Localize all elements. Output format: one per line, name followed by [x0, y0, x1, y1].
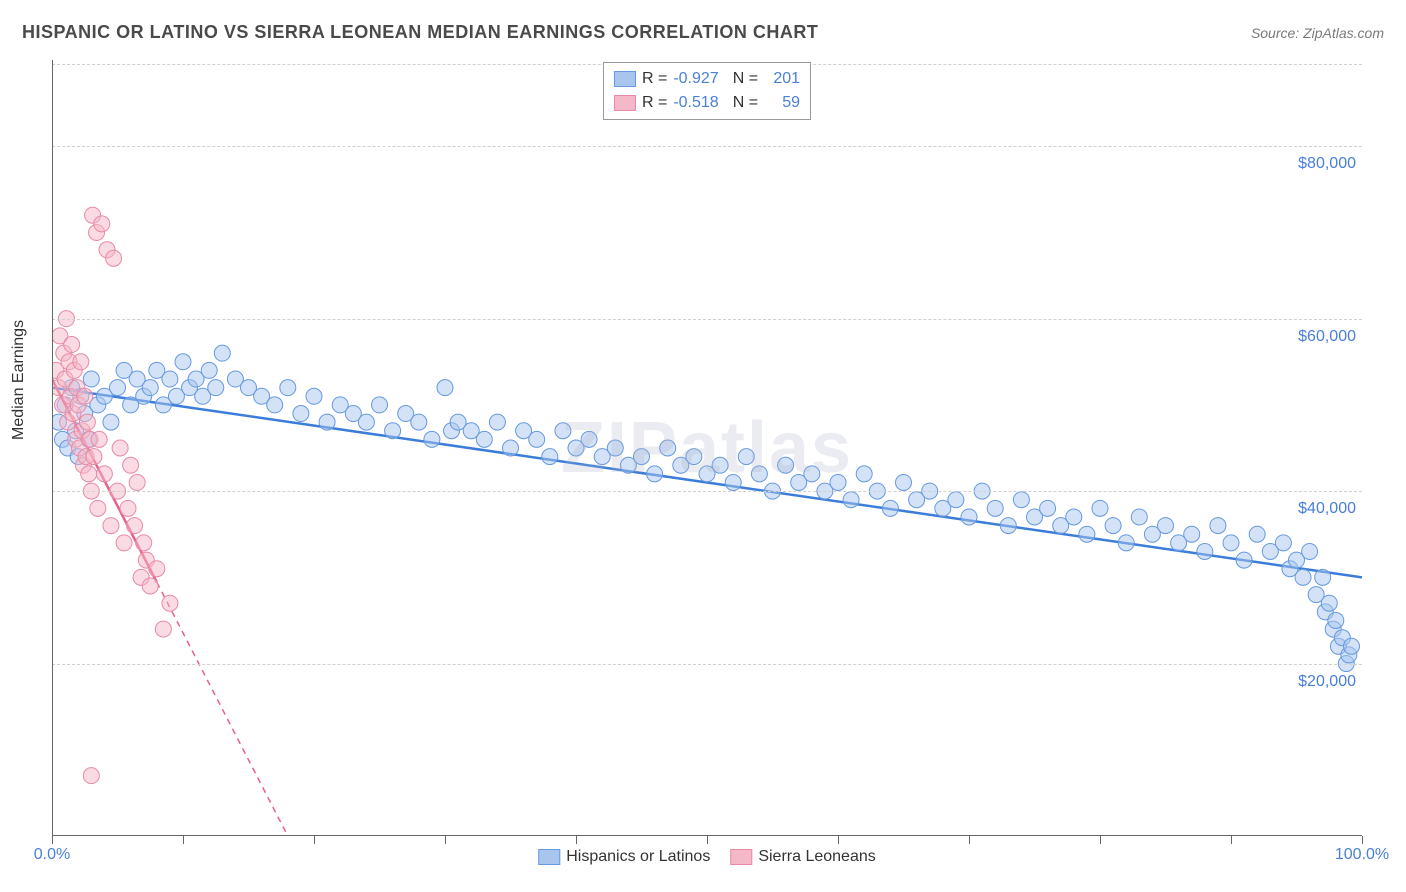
- correlation-legend: R =-0.927 N =201 R =-0.518 N =59: [603, 62, 811, 120]
- legend-item: Sierra Leoneans: [730, 848, 875, 866]
- x-tick: [1231, 836, 1232, 844]
- y-tick-label: $80,000: [1298, 155, 1356, 173]
- legend-swatch: [614, 95, 636, 111]
- legend-stat-row: R =-0.518 N =59: [614, 91, 800, 115]
- legend-r-label: R =: [642, 67, 667, 91]
- grid-line: [52, 146, 1362, 147]
- x-tick: [1362, 836, 1363, 844]
- y-axis-label: Median Earnings: [10, 320, 28, 440]
- x-tick: [969, 836, 970, 844]
- legend-r-value: -0.518: [673, 91, 718, 115]
- y-axis: [52, 60, 53, 836]
- legend-swatch: [538, 849, 560, 865]
- grid-line: [52, 319, 1362, 320]
- legend-label: Sierra Leoneans: [758, 848, 875, 866]
- legend-swatch: [730, 849, 752, 865]
- x-tick: [1100, 836, 1101, 844]
- chart-svg: [52, 60, 1362, 836]
- series-legend: Hispanics or Latinos Sierra Leoneans: [538, 848, 876, 866]
- x-tick: [52, 836, 53, 844]
- grid-line: [52, 491, 1362, 492]
- x-tick-label: 0.0%: [34, 846, 70, 864]
- x-tick: [838, 836, 839, 844]
- legend-n-value: 59: [764, 91, 800, 115]
- x-tick-label: 100.0%: [1335, 846, 1389, 864]
- x-tick: [707, 836, 708, 844]
- chart-title: HISPANIC OR LATINO VS SIERRA LEONEAN MED…: [22, 22, 818, 43]
- legend-n-label: N =: [733, 67, 758, 91]
- y-tick-label: $60,000: [1298, 328, 1356, 346]
- legend-stat-row: R =-0.927 N =201: [614, 67, 800, 91]
- legend-r-label: R =: [642, 91, 667, 115]
- grid-line: [52, 664, 1362, 665]
- legend-swatch: [614, 71, 636, 87]
- plot-area: ZIPatlas R =-0.927N =201R =-0.518N =59 H…: [52, 60, 1362, 836]
- legend-item: Hispanics or Latinos: [538, 848, 710, 866]
- source-label: Source: ZipAtlas.com: [1251, 25, 1384, 41]
- y-tick-label: $20,000: [1298, 673, 1356, 691]
- legend-label: Hispanics or Latinos: [566, 848, 710, 866]
- x-tick: [576, 836, 577, 844]
- legend-n-label: N =: [733, 91, 758, 115]
- y-tick-label: $40,000: [1298, 500, 1356, 518]
- x-tick: [183, 836, 184, 844]
- legend-r-value: -0.927: [673, 67, 718, 91]
- x-tick: [314, 836, 315, 844]
- x-tick: [445, 836, 446, 844]
- legend-n-value: 201: [764, 67, 800, 91]
